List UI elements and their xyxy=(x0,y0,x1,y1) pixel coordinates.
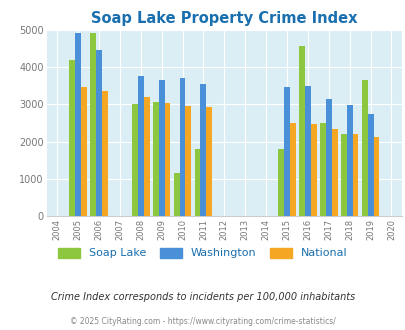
Bar xyxy=(81,87,87,216)
Bar xyxy=(367,114,373,216)
Bar xyxy=(277,149,284,216)
Legend: Soap Lake, Washington, National: Soap Lake, Washington, National xyxy=(58,248,347,258)
Bar xyxy=(340,134,346,216)
Bar xyxy=(164,103,170,216)
Bar xyxy=(158,80,164,216)
Bar xyxy=(102,91,107,216)
Bar xyxy=(132,104,137,216)
Bar xyxy=(373,137,378,216)
Bar xyxy=(319,123,325,216)
Bar xyxy=(200,84,206,216)
Bar xyxy=(284,87,289,216)
Bar xyxy=(304,86,310,216)
Text: Crime Index corresponds to incidents per 100,000 inhabitants: Crime Index corresponds to incidents per… xyxy=(51,292,354,302)
Bar xyxy=(152,102,158,216)
Bar xyxy=(143,97,149,216)
Bar xyxy=(361,80,367,216)
Bar xyxy=(185,106,191,216)
Bar xyxy=(298,47,304,216)
Bar xyxy=(75,33,81,216)
Bar xyxy=(331,128,337,216)
Bar xyxy=(179,78,185,216)
Bar xyxy=(194,149,200,216)
Bar xyxy=(346,105,352,216)
Bar xyxy=(310,124,316,216)
Bar xyxy=(90,33,96,216)
Title: Soap Lake Property Crime Index: Soap Lake Property Crime Index xyxy=(91,11,357,26)
Bar xyxy=(289,123,295,216)
Bar xyxy=(325,99,331,216)
Text: © 2025 CityRating.com - https://www.cityrating.com/crime-statistics/: © 2025 CityRating.com - https://www.city… xyxy=(70,317,335,326)
Bar xyxy=(206,107,212,216)
Bar xyxy=(69,59,75,216)
Bar xyxy=(173,173,179,216)
Bar xyxy=(352,135,358,216)
Bar xyxy=(96,50,102,216)
Bar xyxy=(137,76,143,216)
